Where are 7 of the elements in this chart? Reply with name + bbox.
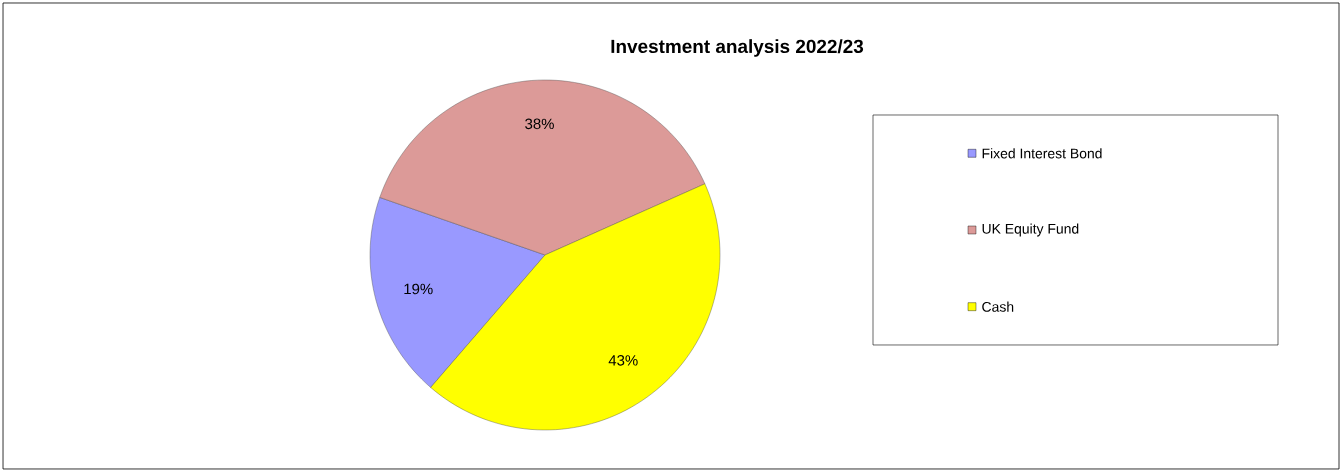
- legend-label: Cash: [982, 301, 1014, 312]
- data-label: 19%: [404, 283, 433, 295]
- data-label: 38%: [525, 118, 554, 130]
- data-label: 43%: [608, 355, 638, 366]
- legend-label: UK Equity Fund: [982, 223, 1079, 237]
- legend-label: Fixed Interest Bond: [982, 148, 1102, 159]
- chart-title: Investment analysis 2022/23: [611, 39, 864, 57]
